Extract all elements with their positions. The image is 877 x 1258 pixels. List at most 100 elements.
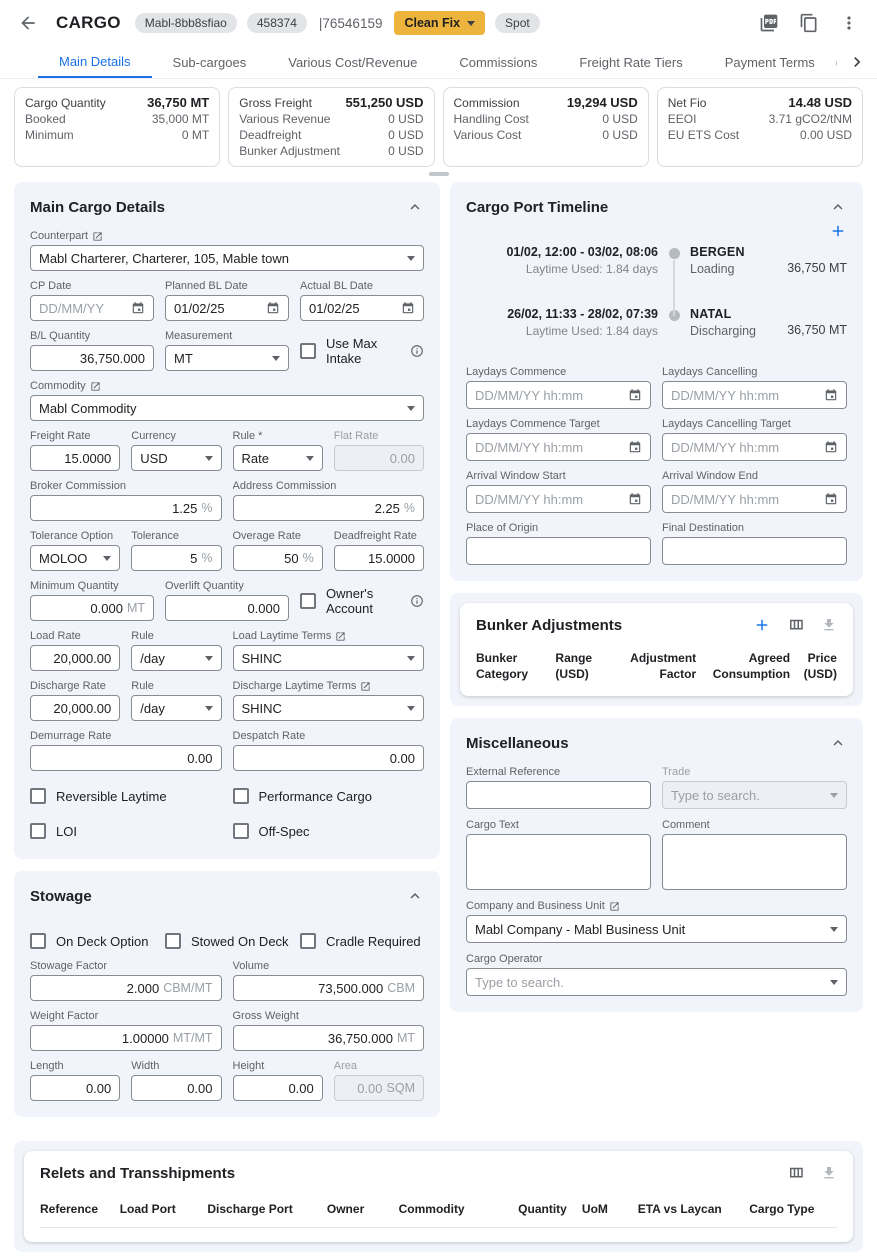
comment-input[interactable] (662, 834, 847, 890)
calendar-icon[interactable] (401, 301, 415, 315)
column-settings-icon[interactable] (787, 1164, 805, 1182)
tab-freight-rate-tiers[interactable]: Freight Rate Tiers (579, 54, 683, 70)
arrival-window-start-input[interactable]: DD/MM/YY hh:mm (466, 485, 651, 513)
resize-handle[interactable] (428, 172, 449, 176)
tab-various-cost-revenue[interactable]: Various Cost/Revenue (288, 54, 418, 70)
laydays-commence-target-input[interactable]: DD/MM/YY hh:mm (466, 433, 651, 461)
download-icon[interactable] (821, 1165, 837, 1182)
collapse-chevron-icon[interactable] (406, 198, 424, 216)
add-port-icon[interactable] (829, 222, 847, 240)
back-button[interactable] (18, 13, 38, 33)
add-bunker-adjustment-icon[interactable] (753, 616, 771, 634)
overage-rate-input[interactable]: 50% (232, 545, 323, 571)
currency-select[interactable]: USD (131, 445, 222, 471)
caret-down-icon (407, 655, 415, 661)
length-input[interactable]: 0.00 (30, 1075, 121, 1101)
stowed-on-deck-checkbox[interactable] (165, 933, 181, 949)
discharge-rate-input[interactable]: 20,000.00 (30, 695, 121, 721)
laydays-cancelling-target-input[interactable]: DD/MM/YY hh:mm (662, 433, 847, 461)
calendar-icon[interactable] (824, 492, 838, 506)
use-max-intake-checkbox[interactable] (300, 342, 316, 359)
collapse-chevron-icon[interactable] (406, 887, 424, 905)
kebab-menu-icon[interactable] (839, 13, 859, 33)
on-deck-option-checkbox[interactable] (30, 933, 46, 949)
calendar-icon[interactable] (628, 440, 642, 454)
broker-commission-input[interactable]: 1.25% (30, 495, 222, 521)
chevron-right-icon[interactable] (847, 52, 867, 72)
external-link-icon[interactable] (609, 901, 620, 912)
external-link-icon[interactable] (90, 381, 101, 392)
external-reference-input[interactable] (466, 781, 651, 809)
owners-account-checkbox[interactable] (300, 592, 316, 609)
loi-checkbox[interactable] (30, 823, 46, 839)
tolerance-input[interactable]: 5% (131, 545, 222, 571)
tab-commissions[interactable]: Commissions (459, 54, 538, 70)
actual-bl-date-input[interactable]: 01/02/25 (300, 295, 424, 321)
status-dropdown-button[interactable]: Clean Fix (394, 11, 486, 35)
load-laytime-terms-select[interactable]: SHINC (232, 645, 424, 671)
final-destination-input[interactable] (662, 537, 847, 565)
planned-bl-date-input[interactable]: 01/02/25 (165, 295, 289, 321)
field-actual-bl-date: Actual BL Date 01/02/25 (300, 280, 424, 321)
external-link-icon[interactable] (335, 631, 346, 642)
calendar-icon[interactable] (266, 301, 280, 315)
download-icon[interactable] (821, 617, 837, 634)
field-width: Width 0.00 (131, 1060, 222, 1101)
minimum-quantity-input[interactable]: 0.000 MT (30, 595, 154, 621)
laydays-cancelling-input[interactable]: DD/MM/YY hh:mm (662, 381, 847, 409)
stowage-factor-input[interactable]: 2.000 CBM/MT (30, 975, 222, 1001)
calendar-icon[interactable] (628, 388, 642, 402)
address-commission-input[interactable]: 2.25% (232, 495, 424, 521)
tab-main-details[interactable]: Main Details (38, 46, 152, 78)
counterpart-select[interactable]: Mabl Charterer, Charterer, 105, Mable to… (30, 245, 424, 271)
tab-partial[interactable]: ( (836, 46, 837, 78)
gross-weight-input[interactable]: 36,750.000 MT (232, 1025, 424, 1051)
reversible-laytime-checkbox[interactable] (30, 788, 46, 804)
info-icon[interactable] (410, 343, 424, 359)
load-rule-select[interactable]: /day (131, 645, 222, 671)
performance-cargo-checkbox[interactable] (232, 788, 249, 804)
load-rate-input[interactable]: 20,000.00 (30, 645, 121, 671)
volume-input[interactable]: 73,500.000 CBM (232, 975, 424, 1001)
laydays-commence-input[interactable]: DD/MM/YY hh:mm (466, 381, 651, 409)
freight-rate-input[interactable]: 15.0000 (30, 445, 121, 471)
copy-icon[interactable] (799, 13, 819, 33)
despatch-rate-input[interactable]: 0.00 (232, 745, 424, 771)
off-spec-checkbox[interactable] (232, 823, 249, 839)
tolerance-option-select[interactable]: MOLOO (30, 545, 121, 571)
pdf-export-icon[interactable] (759, 13, 779, 33)
caret-down-icon (830, 979, 838, 985)
height-input[interactable]: 0.00 (232, 1075, 323, 1101)
overlift-quantity-input[interactable]: 0.000 (165, 595, 289, 621)
cp-date-input[interactable]: DD/MM/YY (30, 295, 154, 321)
calendar-icon[interactable] (824, 388, 838, 402)
company-business-unit-select[interactable]: Mabl Company - Mabl Business Unit (466, 915, 847, 943)
field-tolerance: Tolerance 5% (131, 530, 222, 571)
info-icon[interactable] (410, 593, 424, 609)
tab-payment-terms[interactable]: Payment Terms (724, 54, 815, 70)
bl-quantity-input[interactable]: 36,750.000 (30, 345, 154, 371)
calendar-icon[interactable] (628, 492, 642, 506)
demurrage-rate-input[interactable]: 0.00 (30, 745, 222, 771)
cargo-text-input[interactable] (466, 834, 651, 890)
calendar-icon[interactable] (131, 301, 145, 315)
discharge-rule-select[interactable]: /day (131, 695, 222, 721)
collapse-chevron-icon[interactable] (829, 198, 847, 216)
rule-select[interactable]: Rate (232, 445, 323, 471)
cradle-required-checkbox[interactable] (300, 933, 316, 949)
column-settings-icon[interactable] (787, 616, 805, 634)
measurement-select[interactable]: MT (165, 345, 289, 371)
commodity-select[interactable]: Mabl Commodity (30, 395, 424, 421)
deadfreight-rate-input[interactable]: 15.0000 (333, 545, 424, 571)
cargo-operator-select[interactable]: Type to search. (466, 968, 847, 996)
external-link-icon[interactable] (360, 681, 371, 692)
place-of-origin-input[interactable] (466, 537, 651, 565)
arrival-window-end-input[interactable]: DD/MM/YY hh:mm (662, 485, 847, 513)
weight-factor-input[interactable]: 1.00000 MT/MT (30, 1025, 222, 1051)
external-link-icon[interactable] (92, 231, 103, 242)
calendar-icon[interactable] (824, 440, 838, 454)
collapse-chevron-icon[interactable] (829, 734, 847, 752)
width-input[interactable]: 0.00 (131, 1075, 222, 1101)
discharge-laytime-terms-select[interactable]: SHINC (232, 695, 424, 721)
tab-sub-cargoes[interactable]: Sub-cargoes (172, 54, 247, 70)
